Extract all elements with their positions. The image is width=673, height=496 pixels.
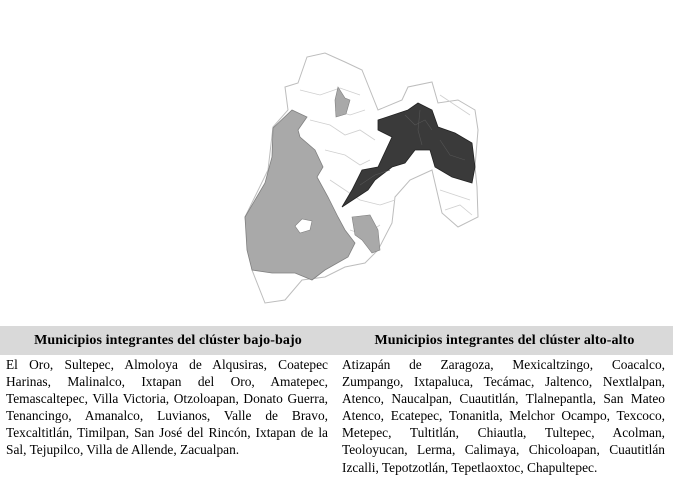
cluster-map [244, 52, 479, 304]
header-alto-alto: Municipios integrantes del clúster alto-… [336, 326, 673, 355]
alto-alto-internal-borders [359, 109, 466, 186]
municipios-alto-alto: Atizapán de Zaragoza, Mexicaltzingo, Coa… [342, 357, 665, 475]
column-bajo-bajo: Municipios integrantes del clúster bajo-… [0, 326, 336, 476]
non-cluster-enclave [294, 218, 313, 234]
cluster-bajo-bajo-north [334, 86, 351, 118]
cluster-bajo-bajo-region [244, 109, 356, 281]
cluster-table: Municipios integrantes del clúster bajo-… [0, 326, 673, 476]
header-bajo-bajo: Municipios integrantes del clúster bajo-… [0, 326, 336, 355]
cluster-alto-alto-region [341, 102, 476, 208]
cluster-bajo-bajo-south [351, 214, 381, 254]
column-alto-alto: Municipios integrantes del clúster alto-… [336, 326, 673, 476]
municipios-bajo-bajo: El Oro, Sultepec, Almoloya de Alqusiras,… [6, 357, 328, 458]
